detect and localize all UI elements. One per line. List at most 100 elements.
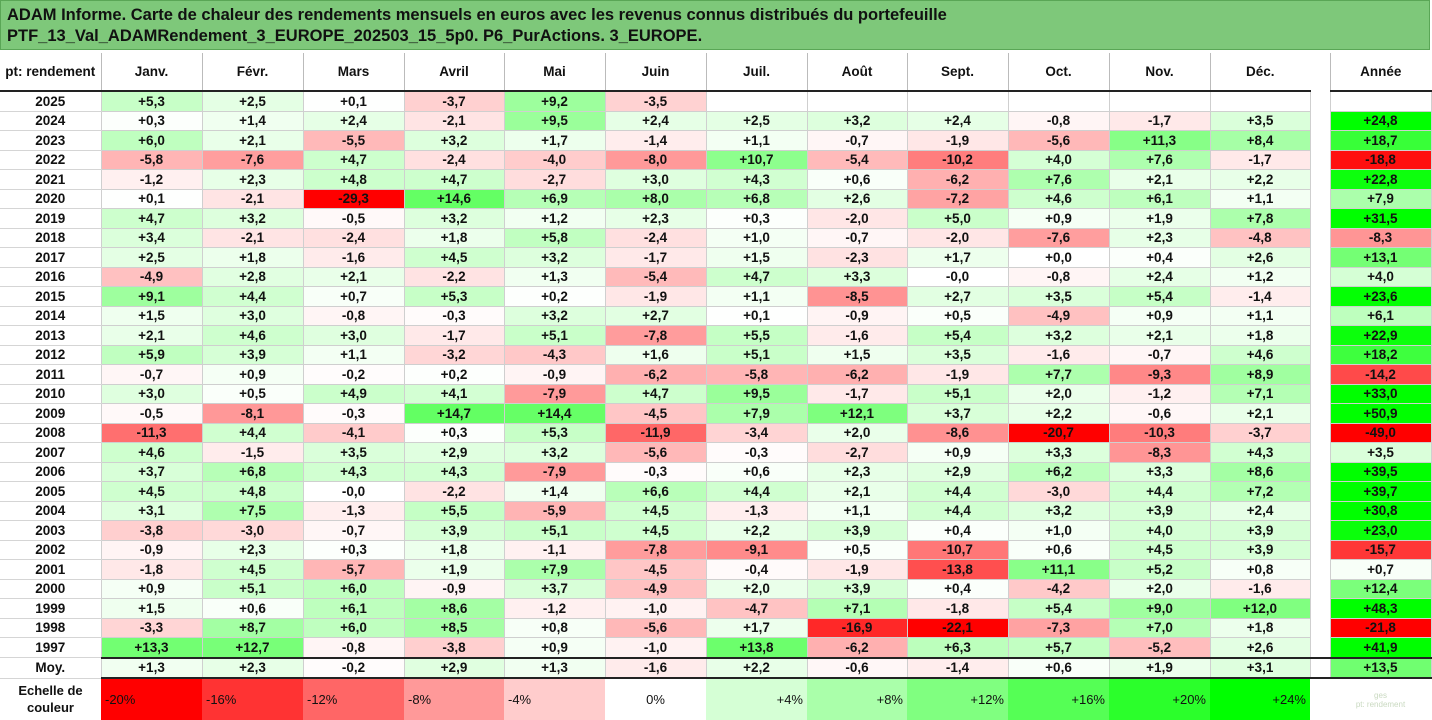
heatmap-cell: -2,1 [201, 188, 304, 209]
year-label: 1997 [0, 637, 101, 658]
heatmap-cell: +5,0 [906, 208, 1009, 229]
heatmap-cell: +11,1 [1007, 559, 1110, 580]
heatmap-cell: +14,6 [403, 188, 505, 209]
heatmap-cell: +5,5 [705, 325, 808, 346]
heatmap-cell: +3,2 [503, 442, 606, 463]
heatmap-cell: +1,2 [1209, 266, 1311, 287]
footer-logo-line-1: ges [1374, 690, 1387, 700]
heatmap-cell: +1,9 [1108, 208, 1211, 229]
annual-cell: +41,9 [1329, 637, 1432, 658]
heatmap-cell: +8,6 [1209, 461, 1311, 482]
heatmap-cell: +0,8 [503, 617, 606, 638]
heatmap-cell: +1,5 [806, 344, 908, 365]
heatmap-cell: +5,7 [1007, 637, 1110, 658]
month-header: Avril [403, 53, 504, 92]
year-label: 2014 [0, 306, 101, 326]
heatmap-cell: +3,1 [1209, 656, 1311, 679]
heatmap-cell: +2,1 [1108, 169, 1211, 190]
heatmap-cell: +5,1 [906, 383, 1009, 404]
year-row: 2020 +0,1 -2,1 -29,3 +14,6 +6,9 +8,0 +6,8 +2,6 -7… [0, 188, 1432, 209]
month-header: Juin [604, 53, 706, 92]
heatmap-cell: +0,9 [906, 442, 1009, 463]
year-label: 2013 [0, 325, 101, 346]
heatmap-cell: +4,7 [403, 169, 505, 190]
annual-cell: +3,5 [1329, 442, 1432, 463]
heatmap-cell: +4,8 [302, 169, 405, 190]
column-gap [1310, 598, 1330, 618]
heatmap-cell: -0,8 [302, 305, 405, 326]
heatmap-cell: +0,4 [906, 520, 1009, 541]
heatmap-cell: +9,5 [503, 110, 606, 131]
heatmap-cell: +2,6 [806, 188, 908, 209]
heatmap-cell: -0,3 [403, 305, 505, 326]
heatmap-cell: -22,1 [906, 617, 1009, 638]
heatmap-cell: +0,0 [1007, 247, 1110, 268]
heatmap-cell: -0,6 [806, 656, 908, 679]
year-row: 2024 +0,3 +1,4 +2,4 -2,1 +9,5 +2,4 +2,5 +3,2 +2,4… [0, 110, 1432, 131]
heatmap-cell: +4,6 [1209, 344, 1311, 365]
heatmap-cell: -4,5 [604, 403, 707, 424]
column-gap [1310, 442, 1330, 462]
heatmap-cell: -4,9 [100, 266, 203, 287]
heatmap-cell: -1,7 [1209, 149, 1311, 170]
heatmap-cell: +5,9 [100, 344, 203, 365]
heatmap-cell: +0,6 [1007, 656, 1110, 679]
column-gap [1310, 364, 1330, 384]
title-bar: ADAM Informe. Carte de chaleur des rende… [0, 0, 1430, 50]
heatmap-cell: +4,5 [604, 520, 707, 541]
month-header: Nov. [1108, 53, 1210, 92]
heatmap-cell: +4,7 [302, 149, 405, 170]
heatmap-cell: -1,1 [503, 539, 606, 560]
heatmap-cell: -2,2 [403, 266, 505, 287]
heatmap-cell: +1,7 [906, 247, 1009, 268]
heatmap-cell: -0,9 [806, 305, 908, 326]
annual-cell: +24,8 [1329, 110, 1432, 131]
color-scale-swatch: -20% [101, 678, 202, 720]
heatmap-cell: +3,2 [503, 305, 606, 326]
heatmap-cell: -0,3 [302, 403, 405, 424]
heatmap-cell: +6,6 [604, 481, 707, 502]
heatmap-cell: +14,7 [403, 403, 505, 424]
month-header: Févr. [201, 53, 303, 92]
annual-cell: +12,4 [1329, 578, 1432, 599]
heatmap-cell: +3,5 [1007, 286, 1110, 307]
heatmap-cell: +0,1 [100, 188, 203, 209]
heatmap-cell: -5,2 [1108, 637, 1211, 658]
heatmap-cell: +1,1 [806, 500, 908, 521]
heatmap-cell: -0,5 [100, 403, 203, 424]
heatmap-cell: -2,4 [302, 227, 405, 248]
heatmap-cell: +5,8 [503, 227, 606, 248]
color-scale-swatch: 0% [605, 678, 706, 720]
heatmap-cell: +2,6 [1209, 637, 1311, 658]
heatmap-cell: -4,8 [1209, 227, 1311, 248]
year-label: 2001 [0, 559, 101, 580]
heatmap-cell: -1,8 [906, 598, 1009, 619]
heatmap-cell: -11,3 [100, 422, 203, 443]
heatmap-cell: +2,2 [1209, 169, 1311, 190]
heatmap-cell: -1,6 [604, 656, 707, 679]
heatmap-cell: +4,1 [403, 383, 505, 404]
year-label: 1998 [0, 618, 101, 638]
heatmap-cell: +5,1 [201, 578, 304, 599]
heatmap-cell: +6,0 [302, 617, 405, 638]
heatmap-cell: +1,1 [1209, 188, 1311, 209]
year-label: 2002 [0, 540, 101, 560]
heatmap-cell: +7,7 [1007, 364, 1110, 385]
month-header: Déc. [1209, 53, 1310, 92]
heatmap-cell: +2,4 [1108, 266, 1211, 287]
header-row: pt: rendement Janv. Févr. Mars Avril Mai Juin… [0, 53, 1431, 92]
heatmap-cell: +12,0 [1209, 598, 1311, 619]
heatmap-cell: -1,4 [1209, 286, 1311, 307]
color-scale-swatch: +20% [1109, 678, 1210, 720]
annual-cell: -8,3 [1329, 227, 1432, 248]
heatmap-cell: +2,2 [705, 520, 808, 541]
color-scale-swatch: -12% [303, 678, 404, 720]
year-row: 2005 +4,5 +4,8 -0,0 -2,2 +1,4 +6,6 +4,4 +2,1 +4,4… [0, 481, 1432, 502]
heatmap-cell: +4,0 [1007, 149, 1110, 170]
heatmap-cell: -0,7 [806, 227, 908, 248]
heatmap-cell: +2,6 [1209, 247, 1311, 268]
heatmap-cell: -0,8 [1007, 110, 1110, 131]
heatmap-cell: +2,9 [906, 461, 1009, 482]
heatmap-cell: +4,5 [100, 481, 203, 502]
heatmap-cell: -7,9 [503, 461, 606, 482]
